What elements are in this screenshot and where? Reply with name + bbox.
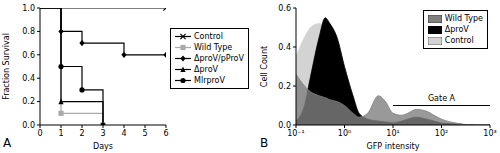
html-text:Wild Type: Wild Type [444, 14, 483, 23]
html-text:ΔproV: ΔproV [194, 65, 218, 74]
svg-text:Fraction Survival: Fraction Survival [8, 33, 11, 100]
html-text:MlrproV: MlrproV [194, 76, 225, 85]
html-text:Control: Control [444, 36, 474, 45]
svg-text:0.4: 0.4 [22, 74, 35, 83]
svg-text:10⁰: 10⁰ [338, 129, 351, 138]
svg-text:10⁻¹: 10⁻¹ [287, 129, 305, 138]
svg-text:0.8: 0.8 [22, 27, 35, 36]
svg-text:0.2: 0.2 [278, 82, 291, 91]
svg-text:0.6: 0.6 [278, 4, 291, 13]
svg-text:1.0: 1.0 [22, 4, 35, 13]
svg-text:Days: Days [93, 142, 113, 151]
svg-text:1: 1 [58, 129, 63, 138]
svg-text:5: 5 [142, 129, 147, 138]
html-text:ΔproV/pProV: ΔproV/pProV [194, 54, 244, 63]
svg-text:6: 6 [163, 129, 168, 138]
html-text:A: A [3, 136, 12, 150]
svg-text:10²: 10² [435, 129, 448, 138]
svg-text:0.4: 0.4 [278, 43, 291, 52]
svg-text:2: 2 [79, 129, 84, 138]
html-text:Wild Type: Wild Type [194, 43, 233, 52]
svg-text:10³: 10³ [483, 129, 492, 138]
svg-text:Gate A: Gate A [428, 94, 456, 103]
svg-text:0: 0 [37, 129, 42, 138]
html-text:B: B [260, 136, 269, 150]
svg-text:4: 4 [121, 129, 126, 138]
svg-text:GFP intensity: GFP intensity [367, 142, 420, 151]
svg-text:0.6: 0.6 [22, 51, 35, 60]
svg-text:Cell Count: Cell Count [260, 46, 269, 87]
svg-text:0.0: 0.0 [278, 121, 291, 130]
svg-text:10¹: 10¹ [386, 129, 399, 138]
svg-text:0.2: 0.2 [22, 97, 35, 106]
svg-text:3: 3 [100, 129, 105, 138]
html-text:ΔproV: ΔproV [444, 25, 469, 34]
svg-text:0.0: 0.0 [22, 121, 35, 130]
html-text:Control: Control [194, 32, 223, 41]
